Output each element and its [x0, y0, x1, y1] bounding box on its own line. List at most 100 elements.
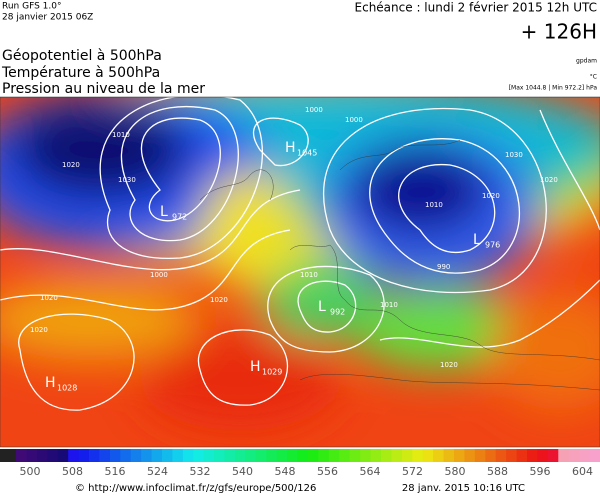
timestamp: 28 janv. 2015 10:16 UTC: [402, 483, 525, 494]
colorbar-cell: [485, 449, 497, 462]
colorbar-cell: [443, 449, 455, 462]
colorbar-cell: [214, 449, 226, 462]
center-value: 992: [330, 308, 345, 317]
center-value: 1045: [297, 149, 317, 158]
colorbar-cell: [151, 449, 163, 462]
colorbar-cell: [318, 449, 330, 462]
colorbar-cell: [287, 449, 299, 462]
isobar-label: 1020: [62, 161, 80, 169]
isobar-label: 1020: [440, 361, 458, 369]
isobar-label: 1020: [540, 176, 558, 184]
colorbar-cell: [391, 449, 403, 462]
colorbar-cell: [558, 449, 570, 462]
colorbar-cell: [412, 449, 424, 462]
center-letter: L: [318, 299, 326, 315]
colorbar-base: [0, 449, 16, 462]
colorbar-cell: [360, 449, 372, 462]
colorbar-cell: [266, 449, 278, 462]
colorbar-cell: [120, 449, 132, 462]
colorbar-cell: [57, 449, 69, 462]
colorbar-label: 516: [105, 465, 126, 478]
colorbar-cell: [36, 449, 48, 462]
colorbar-cell: [182, 449, 194, 462]
legend-title: Pression au niveau de la mer: [2, 81, 205, 97]
colorbar-cell: [464, 449, 476, 462]
colorbar-cell: [516, 449, 528, 462]
colorbar-label: 500: [20, 465, 41, 478]
legend-title: Géopotentiel à 500hPa: [2, 48, 162, 64]
center-letter: L: [473, 232, 481, 248]
colorbar-cell: [401, 449, 413, 462]
source: © http://www.infoclimat.fr/z/gfs/europe/…: [75, 483, 316, 494]
colorbar-cell: [193, 449, 205, 462]
colorbar-cell: [527, 449, 538, 462]
center-value: 1028: [57, 384, 77, 393]
colorbar-cell: [328, 449, 340, 462]
colorbar-cell: [203, 449, 215, 462]
colorbar-cell: [68, 449, 80, 462]
run-date: 28 janvier 2015 06Z: [2, 13, 93, 23]
colorbar-label: 524: [147, 465, 168, 478]
map-field: [0, 97, 600, 447]
colorbar-label: 604: [572, 465, 593, 478]
unit: °C: [590, 74, 597, 81]
colorbar-cell: [109, 449, 121, 462]
colorbar-cell: [579, 449, 591, 462]
unit: [Max 1044.8 | Min 972.2] hPa: [509, 85, 598, 92]
isobar-label: 1030: [505, 151, 523, 159]
legend-title: Température à 500hPa: [1, 65, 160, 81]
colorbar-cell: [297, 449, 309, 462]
center-letter: H: [285, 140, 296, 156]
isobar-label: 1000: [345, 116, 363, 124]
colorbar-cell: [99, 449, 111, 462]
colorbar-cell: [495, 449, 507, 462]
isobar-label: 1010: [112, 131, 130, 139]
colorbar-cell: [537, 449, 549, 462]
isobar-label: 1010: [380, 301, 398, 309]
colorbar-cell: [235, 449, 246, 462]
colorbar-cell: [224, 449, 236, 462]
colorbar-cell: [172, 449, 184, 462]
colorbar-cell: [568, 449, 580, 462]
isobar-label: 1000: [150, 271, 168, 279]
coastlines: [0, 97, 600, 391]
isobar-label: 1020: [30, 326, 48, 334]
colorbar-label: 588: [487, 465, 508, 478]
colorbar-label: 532: [190, 465, 211, 478]
center-value: 1029: [262, 368, 282, 377]
colorbar-cell: [381, 449, 392, 462]
colorbar-cell: [506, 449, 518, 462]
colorbar-cell: [26, 449, 38, 462]
echeance: Echéance : lundi 2 février 2015 12h UTC: [355, 1, 597, 15]
colorbar-cell: [370, 449, 382, 462]
colorbar-cell: [349, 449, 361, 462]
colorbar-cell: [47, 449, 59, 462]
colorbar-cell: [433, 449, 445, 462]
colorbar-cell: [422, 449, 434, 462]
colorbar-label: 548: [275, 465, 296, 478]
colorbar-label: 508: [62, 465, 83, 478]
isobar-label: 1020: [40, 294, 58, 302]
colorbar-cell: [130, 449, 142, 462]
isobar-label: 1020: [210, 296, 228, 304]
isobar-label: 1020: [482, 192, 500, 200]
colorbar-cell: [78, 449, 90, 462]
colorbar-label: 580: [445, 465, 466, 478]
center-letter: H: [250, 359, 261, 375]
colorbar-cell: [141, 449, 153, 462]
isobar-label: 1000: [305, 106, 323, 114]
lead-time: + 126H: [521, 20, 597, 44]
unit: gpdam: [576, 58, 597, 65]
colorbar-cell: [245, 449, 257, 462]
colorbar-label: 564: [360, 465, 381, 478]
colorbar-cell: [162, 449, 173, 462]
colorbar-cell: [255, 449, 267, 462]
center-letter: H: [45, 375, 56, 391]
colorbar-cell: [276, 449, 288, 462]
center-value: 972: [172, 213, 187, 222]
isobar-label: 990: [437, 263, 450, 271]
colorbar-cell: [339, 449, 351, 462]
colorbar-label: 556: [317, 465, 338, 478]
isobar-label: 1010: [425, 201, 443, 209]
